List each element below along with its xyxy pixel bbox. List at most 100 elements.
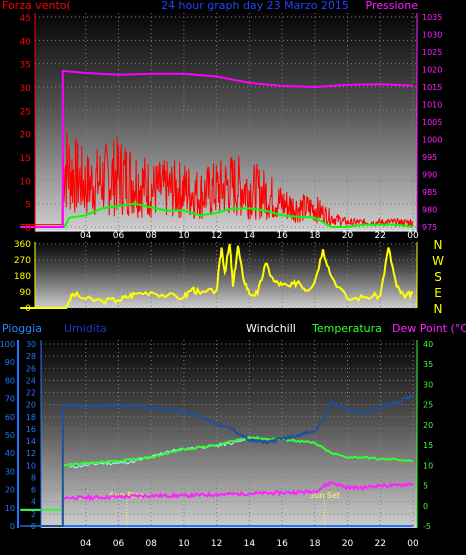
legend-windchill: Windchill — [246, 322, 296, 335]
rain-tick-label: 30 — [26, 340, 36, 349]
temp-tick-label: 20 — [423, 421, 433, 430]
time-tick-label: 04 — [80, 539, 92, 549]
panel-direction-axes: 0 90 180 270 360 — [14, 240, 418, 314]
humidity-tick-label: 40 — [5, 449, 15, 458]
temp-tick-label: 0 — [423, 502, 428, 511]
humidity-line — [20, 394, 414, 527]
temp-tick-label: 10 — [423, 461, 433, 470]
temp-tick-label: 35 — [423, 360, 433, 369]
humidity-tick-label: 100 — [0, 340, 15, 349]
wind-direction-line — [20, 243, 414, 309]
temperature-line — [20, 435, 414, 511]
time-tick-label: 22 — [375, 231, 386, 241]
wind-speed-line — [20, 131, 414, 228]
wind-axis-title: Forza vento( — [2, 0, 71, 12]
compass-label: S — [434, 270, 442, 284]
panel-direction-bg — [35, 242, 417, 308]
time-tick-label: 14 — [244, 231, 256, 241]
pressure-tick-label: 1035 — [422, 13, 442, 22]
time-tick-label: 00 — [407, 231, 419, 241]
temp-tick-label: 15 — [423, 441, 433, 450]
rain-tick-label: 16 — [26, 425, 36, 434]
time-tick-label: 06 — [113, 231, 125, 241]
time-tick-label: 20 — [342, 231, 354, 241]
pressure-tick-label: 1005 — [422, 118, 442, 127]
time-tick-label: 10 — [178, 231, 190, 241]
direction-tick-label: 0 — [25, 304, 31, 314]
rain-tick-label: 24 — [26, 376, 36, 385]
direction-tick-label: 90 — [20, 288, 32, 298]
rain-tick-label: 20 — [26, 401, 36, 410]
time-tick-label: 18 — [309, 231, 321, 241]
temp-tick-label: 25 — [423, 401, 433, 410]
compass-label: N — [434, 238, 443, 252]
panel-temp-bg — [41, 340, 417, 528]
temp-tick-label: 40 — [423, 340, 433, 349]
rain-tick-label: 26 — [26, 364, 36, 373]
panel-wind-grid — [35, 13, 417, 231]
direction-tick-label: 270 — [14, 256, 31, 266]
wind-tick-label: 0 — [25, 224, 31, 234]
time-tick-label: 18 — [309, 539, 321, 549]
wind-tick-label: 10 — [20, 177, 32, 187]
compass-label: W — [432, 254, 444, 268]
pressure-tick-label: 990 — [422, 171, 437, 180]
rain-tick-label: 2 — [31, 510, 36, 519]
humidity-tick-label: 90 — [5, 358, 15, 367]
humidity-tick-label: 70 — [5, 395, 15, 404]
humidity-tick-label: 20 — [5, 486, 15, 495]
humidity-tick-label: 60 — [5, 413, 15, 422]
time-tick-label: 16 — [276, 539, 288, 549]
humidity-tick-label: 0 — [10, 522, 15, 531]
time-tick-label: 12 — [211, 539, 222, 549]
time-tick-label: 04 — [80, 231, 92, 241]
pressure-tick-label: 995 — [422, 153, 437, 162]
legend-umidita: Umidita — [64, 322, 107, 335]
panel-wind-axes: 0510152025303540459759809859909951000100… — [20, 13, 442, 241]
pressure-tick-label: 985 — [422, 188, 437, 197]
wind-tick-label: 40 — [20, 37, 32, 47]
time-tick-label: 22 — [375, 539, 386, 549]
pressure-tick-label: 1015 — [422, 83, 442, 92]
wind-gust-line — [20, 202, 414, 228]
time-tick-label: 10 — [178, 539, 190, 549]
pressure-tick-label: 1030 — [422, 31, 442, 40]
time-tick-label: 06 — [113, 539, 125, 549]
rain-tick-label: 14 — [26, 437, 36, 446]
wind-tick-label: 15 — [20, 154, 31, 164]
compass-label: N — [434, 302, 443, 316]
time-tick-label: 08 — [145, 231, 157, 241]
time-tick-label: 08 — [145, 539, 157, 549]
time-tick-label: 00 — [407, 539, 419, 549]
pressure-tick-label: 1020 — [422, 66, 442, 75]
rain-tick-label: 10 — [26, 461, 36, 470]
humidity-tick-label: 80 — [5, 376, 15, 385]
panel-direction-grid — [35, 242, 417, 309]
direction-tick-label: 360 — [14, 240, 31, 250]
panel-wind-bg — [35, 13, 417, 231]
wind-tick-label: 25 — [20, 107, 31, 117]
compass-label: E — [434, 286, 442, 300]
humidity-tick-label: 10 — [5, 504, 15, 513]
rain-tick-label: 28 — [26, 352, 36, 361]
legend-temperatura: Temperatura — [311, 322, 382, 335]
humidity-tick-label: 30 — [5, 467, 15, 476]
sunset-label: Sun Set — [309, 491, 340, 500]
rain-tick-label: 0 — [31, 522, 36, 531]
rain-tick-label: 8 — [31, 473, 36, 482]
pressure-axis-title: Pressione — [366, 0, 419, 12]
legend-dewpoint: Dew Point (°C) — [392, 322, 466, 335]
time-tick-label: 14 — [244, 539, 256, 549]
legend-pioggia: Pioggia — [2, 322, 42, 335]
panel-wind-series — [20, 69, 414, 228]
wind-tick-label: 5 — [25, 201, 31, 211]
time-tick-label: 12 — [211, 231, 222, 241]
time-tick-label: 20 — [342, 539, 354, 549]
temp-tick-label: 5 — [423, 482, 428, 491]
panel-temp-series: Sun Rise Sun Set — [20, 394, 414, 528]
panel-direction-series — [20, 243, 414, 309]
wind-tick-label: 45 — [20, 14, 31, 24]
time-tick-label: 16 — [276, 231, 288, 241]
